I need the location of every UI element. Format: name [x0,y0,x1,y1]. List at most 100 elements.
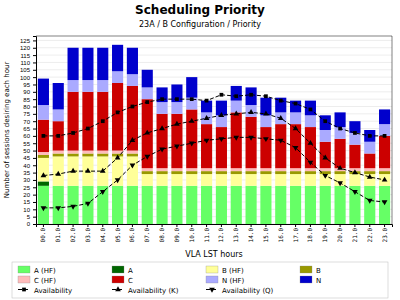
bar [38,79,49,105]
bar [112,71,123,83]
bar [53,109,64,121]
bar [53,154,64,157]
marker [338,127,342,131]
bar [68,186,79,224]
y-tick-label: 105 [20,67,31,73]
bar [246,171,257,174]
bar [82,48,93,80]
y-tick: 120 [20,45,36,51]
bar [364,171,375,174]
bar [364,142,375,154]
marker [100,190,106,195]
bar [97,186,108,224]
bar [349,186,360,224]
bar [186,168,197,171]
x-tick-label: 03.0 [84,228,91,243]
y-tick-label: 115 [20,53,30,59]
marker [233,136,239,141]
bar [335,171,346,174]
bar [320,174,331,186]
x-tick: 10.0 [188,224,195,242]
y-tick-mark [33,70,36,71]
x-tick: 17.0 [292,224,299,242]
x-tick-label: 04.0 [99,228,106,243]
x-tick-mark [384,224,385,227]
marker [159,125,165,130]
y-tick: 65 [23,126,36,132]
legend-marker [22,288,26,292]
bar [157,186,168,224]
y-tick: 10 [23,207,36,213]
marker [42,134,46,138]
bar [216,174,227,186]
legend-label: N [316,277,321,285]
bar [112,45,123,71]
y-tick-mark [33,143,36,144]
marker [279,99,283,103]
bar [231,171,242,174]
bar [38,186,49,224]
x-tick-mark [191,224,192,227]
bar [68,80,79,92]
marker [322,174,328,179]
marker [144,155,150,160]
x-tick-label: 09.0 [173,228,180,243]
marker [100,168,106,173]
y-tick-label: 120 [20,45,31,51]
y-tick-mark [33,55,36,56]
bar [216,127,227,168]
x-tick: 09.0 [173,224,180,242]
bar [142,168,153,171]
x-tick: 12.0 [217,224,224,242]
x-tick: 11.0 [203,224,210,242]
bar [216,186,227,224]
x-tick: 23.0 [381,224,388,242]
legend-marker [115,286,121,291]
y-tick: 45 [23,155,36,161]
bar [335,174,346,186]
legend-swatch [206,276,218,283]
bar [127,48,138,74]
marker [220,93,224,97]
marker [174,121,180,126]
x-tick-label: 17.0 [292,228,299,243]
chart: Scheduling Priority23A / B Configuration… [0,0,400,300]
bar [82,186,93,224]
marker [382,177,388,182]
bar [171,186,182,224]
bar [68,48,79,80]
bar [216,168,227,171]
frame-top [36,36,392,37]
bar [97,92,108,151]
bar [290,186,301,224]
y-axis: 0510152025303540455055606570758085909510… [20,37,37,228]
marker [55,206,61,211]
y-tick-mark [33,114,36,115]
grid [36,40,392,224]
line [43,95,384,136]
y-tick: 55 [23,141,36,147]
marker [190,97,194,101]
x-tick: 08.0 [158,224,165,242]
marker [337,181,343,186]
y-tick-mark [33,129,36,130]
line-series [42,93,387,138]
marker [205,99,209,103]
legend: A (HF)AB (HF)BC (HF)CN (HF)NAvailability… [12,262,388,298]
marker [115,178,121,183]
legend-label: C (HF) [34,277,56,285]
x-tick-mark [354,224,355,227]
y-tick: 5 [27,214,36,220]
bar [275,168,286,171]
legend-swatch [206,266,218,273]
x-tick: 07.0 [143,224,150,242]
y-tick: 115 [20,53,36,59]
legend-label: N (HF) [222,277,244,285]
bar [260,171,271,174]
y-tick-mark [33,151,36,152]
y-tick-label: 55 [23,141,30,147]
y-tick-mark [33,40,36,41]
legend-frame [12,262,388,298]
bar-series [38,181,49,185]
marker [263,111,269,116]
